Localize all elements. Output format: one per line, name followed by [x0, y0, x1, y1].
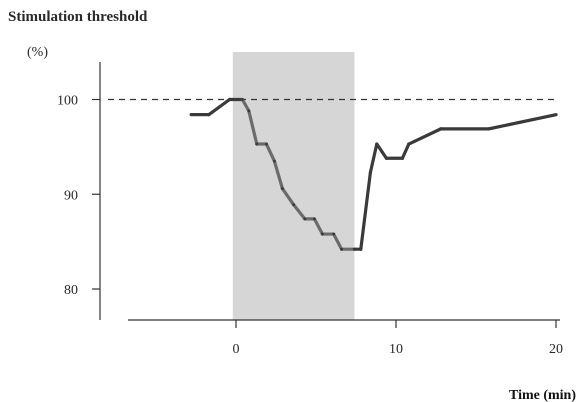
series-line-segment	[368, 142, 379, 175]
chart-title: Stimulation threshold	[8, 9, 148, 25]
data-point	[340, 247, 343, 251]
data-point	[241, 98, 244, 101]
series-line-segment	[359, 170, 372, 251]
data-point	[207, 113, 211, 117]
series-line-segment	[400, 142, 411, 160]
data-point	[303, 217, 307, 221]
data-point	[189, 113, 193, 117]
data-point	[401, 156, 404, 160]
data-point	[273, 159, 276, 163]
shaded-interval	[232, 52, 355, 320]
x-tick-label: 10	[389, 342, 403, 357]
data-point	[313, 217, 316, 221]
series-line-segment	[207, 97, 232, 117]
series-line-segment	[407, 127, 443, 146]
data-point	[228, 98, 232, 101]
y-axis-unit-label: (%)	[27, 45, 48, 60]
series-line-segment	[292, 203, 307, 221]
x-axis-label: Time (min)	[509, 388, 576, 402]
data-point	[247, 109, 251, 113]
series-line-segment	[247, 109, 259, 146]
x-tick-label: 0	[233, 342, 240, 357]
series	[189, 97, 558, 251]
series-line-segment	[312, 217, 324, 236]
data-point	[281, 187, 284, 190]
series-line-segment	[264, 142, 276, 163]
series-line-segment	[280, 186, 296, 207]
data-point	[359, 247, 363, 251]
y-tick-label: 90	[64, 188, 78, 203]
data-point	[292, 203, 295, 207]
data-point	[375, 142, 379, 146]
series-line-segment	[240, 97, 251, 113]
data-point	[265, 142, 268, 146]
data-point	[554, 113, 558, 117]
data-point	[332, 232, 335, 236]
data-point	[369, 171, 372, 174]
y-tick-label: 100	[57, 94, 78, 109]
y-ticks: 80 90 100	[57, 94, 100, 298]
data-point	[255, 142, 259, 146]
data-point	[407, 142, 411, 146]
series-line-segment	[375, 142, 388, 160]
series-line-segment	[332, 232, 344, 251]
data-point	[487, 127, 491, 131]
y-tick-label: 80	[64, 283, 78, 298]
data-point	[439, 127, 443, 131]
x-ticks: 0 10 20	[233, 320, 563, 357]
data-point	[353, 247, 356, 251]
data-point	[385, 156, 388, 160]
data-point	[321, 232, 324, 236]
x-tick-label: 20	[549, 342, 563, 357]
series-line-segment	[487, 113, 558, 131]
series-line-segment	[272, 159, 284, 191]
